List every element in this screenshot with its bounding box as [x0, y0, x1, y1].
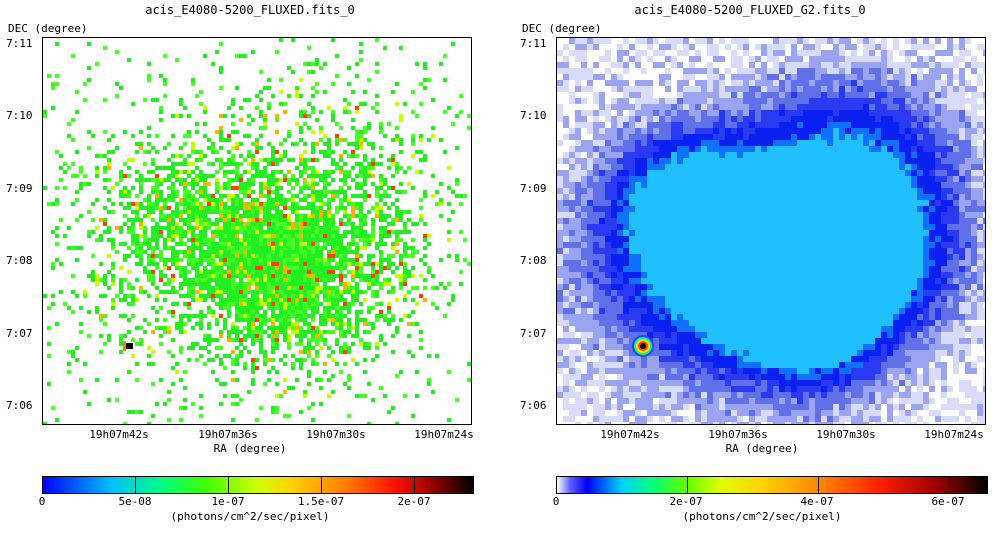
panel-title: acis_E4080-5200_FLUXED_G2.fits_0: [634, 3, 866, 17]
colorbar-unit: (photons/cm^2/sec/pixel): [170, 510, 330, 523]
x-tick: 19h07m42s: [89, 428, 149, 441]
colorbar-raw: [42, 476, 474, 494]
panel-raw: acis_E4080-5200_FLUXED.fits_0 DEC (degre…: [6, 3, 474, 523]
y-tick: 7:10: [520, 109, 547, 122]
colorbar-tick: 0: [38, 495, 46, 508]
colorbar-tick: 2e-07: [397, 495, 431, 508]
y-tick: 7:11: [6, 37, 33, 50]
y-tick: 7:07: [6, 327, 33, 340]
panel-title: acis_E4080-5200_FLUXED.fits_0: [145, 3, 355, 17]
smoothed-image-canvas: [557, 38, 985, 424]
dec-axis-label: DEC (degree): [8, 22, 88, 35]
x-tick: 19h07m24s: [924, 428, 984, 441]
y-tick: 7:11: [520, 37, 547, 50]
x-tick: 19h07m36s: [198, 428, 258, 441]
y-tick: 7:07: [520, 327, 547, 340]
colorbar-tick: 2e-07: [669, 495, 703, 508]
x-tick: 19h07m36s: [708, 428, 768, 441]
image-plot-smoothed[interactable]: [556, 37, 986, 425]
x-tick: 19h07m30s: [306, 428, 366, 441]
x-tick: 19h07m30s: [816, 428, 876, 441]
panel-smoothed: acis_E4080-5200_FLUXED_G2.fits_0 DEC (de…: [500, 0, 1000, 548]
y-tick: 7:09: [520, 182, 547, 195]
y-tick: 7:08: [6, 254, 33, 267]
dec-axis-label: DEC (degree): [522, 22, 602, 35]
y-tick: 7:09: [6, 182, 33, 195]
image-plot-raw[interactable]: [42, 37, 472, 425]
colorbar-smoothed: [556, 476, 988, 494]
colorbar-unit: (photons/cm^2/sec/pixel): [682, 510, 842, 523]
x-tick: 19h07m24s: [414, 428, 474, 441]
colorbar-tick: 5e-08: [118, 495, 152, 508]
colorbar-tick: 1.5e-07: [297, 495, 345, 508]
colorbar-tick: 4e-07: [800, 495, 834, 508]
colorbar-tick: 6e-07: [931, 495, 965, 508]
ra-axis-label: RA (degree): [213, 442, 287, 455]
y-tick: 7:06: [520, 399, 547, 412]
colorbar-tick: 0: [552, 495, 560, 508]
ra-axis-label: RA (degree): [725, 442, 799, 455]
raw-image-canvas: [43, 38, 471, 424]
x-tick: 19h07m42s: [600, 428, 660, 441]
y-tick: 7:08: [520, 254, 547, 267]
y-tick: 7:10: [6, 109, 33, 122]
y-tick: 7:06: [6, 399, 33, 412]
colorbar-tick: 1e-07: [211, 495, 245, 508]
